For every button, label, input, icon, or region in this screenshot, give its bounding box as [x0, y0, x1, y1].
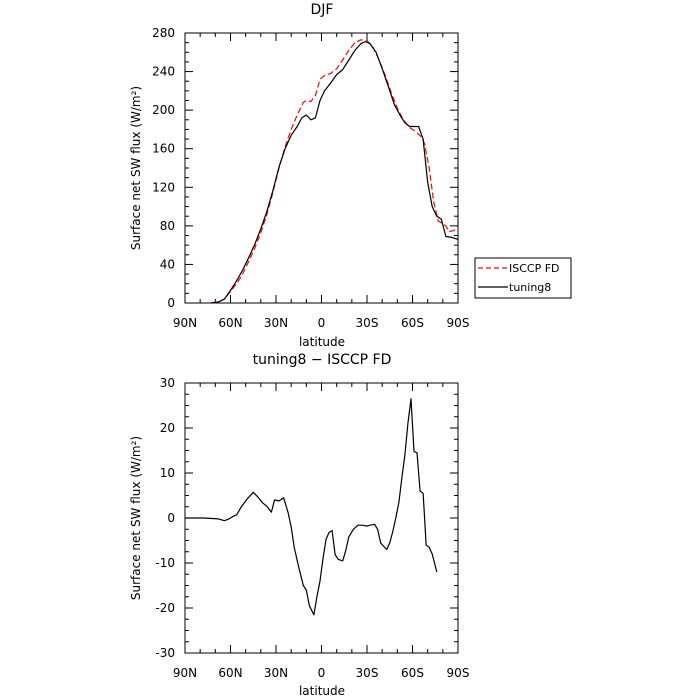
- top-x-tick-label: 90N: [173, 316, 197, 330]
- bottom-x-tick-label: 60N: [218, 666, 242, 680]
- top-x-tick-label: 30S: [356, 316, 379, 330]
- top-x-tick-label: 30N: [264, 316, 288, 330]
- top-axis-ticks: 90N 60N 30N 0 30S 60S 90S 0 40 80 120 160 200 240 280: [152, 26, 469, 330]
- top-x-axis-label: latitude: [299, 335, 345, 349]
- bottom-x-tick-label: 30N: [264, 666, 288, 680]
- bottom-chart-panel: tuning8 − ISCCP FD 90N 60N 30N 0 30S 60S 90S -3…: [129, 352, 469, 698]
- legend-box: [474, 257, 572, 299]
- top-y-tick-label: 40: [160, 257, 175, 271]
- bottom-y-tick-label: 10: [160, 466, 175, 480]
- top-y-tick-label: 200: [152, 103, 175, 117]
- top-x-tick-label: 0: [318, 316, 326, 330]
- bottom-series-group: [185, 398, 438, 616]
- top-plot-frame: [184, 32, 459, 304]
- bottom-y-tick-label: 0: [167, 511, 175, 525]
- top-y-axis-label: Surface net SW flux (W/m²): [129, 86, 143, 250]
- bottom-y-tick-label: 30: [160, 376, 175, 390]
- bottom-chart-title: tuning8 − ISCCP FD: [253, 352, 392, 368]
- bottom-x-tick-label: 0: [318, 666, 326, 680]
- bottom-x-tick-label: 30S: [356, 666, 379, 680]
- bottom-x-tick-label: 90S: [447, 666, 470, 680]
- bottom-x-tick-label: 90N: [173, 666, 197, 680]
- top-series-line-tuning8: [210, 41, 459, 304]
- top-y-tick-label: 280: [152, 26, 175, 40]
- bottom-x-axis-label: latitude: [299, 684, 345, 698]
- top-y-tick-label: 160: [152, 142, 175, 156]
- bottom-axis-ticks: 90N 60N 30N 0 30S 60S 90S -30 -20 -10 0 10 20 30: [155, 376, 469, 680]
- top-x-tick-label: 60N: [218, 316, 242, 330]
- top-series-line-isccp-fd: [210, 39, 459, 304]
- top-y-tick-label: 0: [167, 296, 175, 310]
- top-y-tick-label: 80: [160, 219, 175, 233]
- top-x-tick-label: 90S: [447, 316, 470, 330]
- bottom-series-line-0: [185, 398, 438, 616]
- bottom-plot-frame: [184, 382, 459, 654]
- bottom-y-tick-label: -30: [155, 646, 175, 660]
- legend: ISCCP FD tuning8: [474, 257, 572, 299]
- top-series-group: [210, 39, 459, 304]
- bottom-y-tick-label: -10: [155, 556, 175, 570]
- top-x-tick-label: 60S: [401, 316, 424, 330]
- bottom-y-axis-label: Surface net SW flux (W/m²): [129, 436, 143, 600]
- legend-label-tuning8: tuning8: [509, 281, 551, 294]
- top-chart-panel: DJF 90N 60N 30N 0 30S 60S 90S 0 40 80 120 160 200 240…: [129, 2, 572, 349]
- bottom-y-tick-label: -20: [155, 601, 175, 615]
- top-y-tick-label: 240: [152, 65, 175, 79]
- top-y-tick-label: 120: [152, 180, 175, 194]
- legend-label-isccp-fd: ISCCP FD: [509, 262, 560, 275]
- bottom-y-tick-label: 20: [160, 421, 175, 435]
- bottom-x-tick-label: 60S: [401, 666, 424, 680]
- top-chart-title: DJF: [311, 2, 334, 18]
